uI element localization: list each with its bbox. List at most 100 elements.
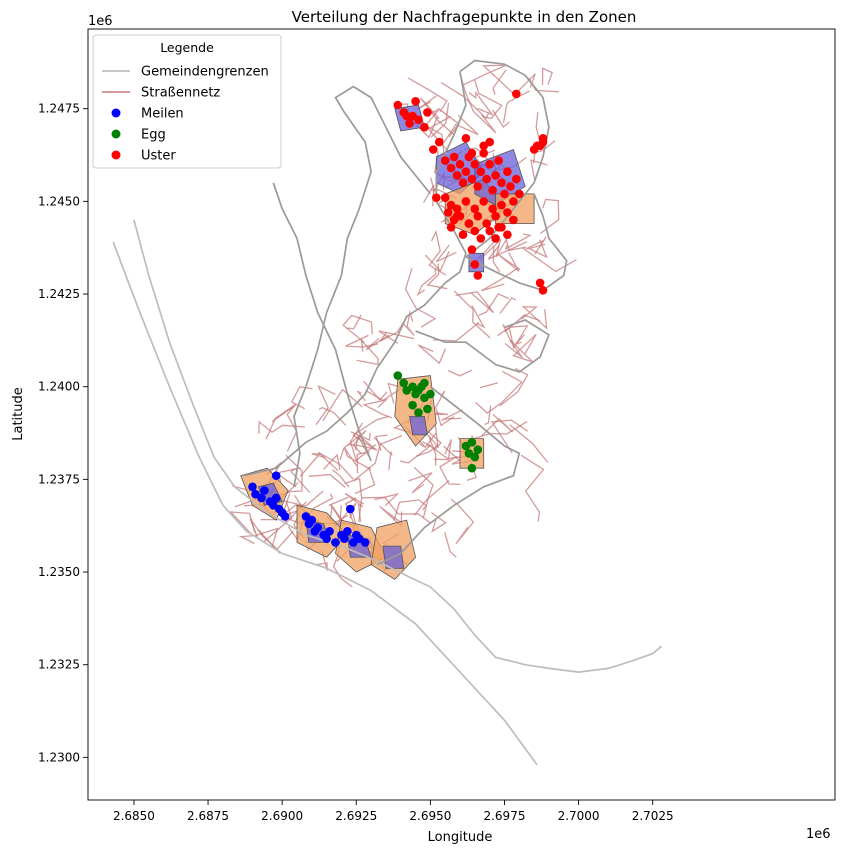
point-uster [479, 197, 489, 206]
road-segment [424, 251, 450, 273]
road-segment [413, 480, 450, 516]
road-segment [407, 77, 448, 113]
road-segment [502, 323, 523, 359]
road-segment [353, 434, 403, 482]
road-segment [350, 431, 371, 441]
road-segment [521, 305, 548, 330]
point-uster [402, 111, 412, 121]
point-uster [470, 160, 480, 169]
road-segment [541, 67, 554, 86]
road-segment [401, 309, 415, 337]
road-segment [408, 472, 433, 494]
road-segment [492, 246, 501, 273]
road-segment [323, 453, 341, 471]
road-segment [249, 518, 294, 551]
legend-entry-meilen: Meilen [111, 107, 184, 122]
road-segment [453, 290, 491, 339]
point-meilen [260, 486, 269, 495]
road-segment [539, 198, 560, 235]
legend-entry-label: Gemeindengrenzen [141, 65, 269, 80]
legend-marker-swatch [111, 108, 121, 118]
road-segment [356, 338, 379, 366]
point-uster [512, 174, 521, 184]
boundary-lake-shore-west [112, 241, 538, 766]
road-segment [362, 398, 393, 419]
x-tick-label: 2.6925 [335, 809, 377, 823]
point-uster [503, 167, 512, 176]
road-segment [499, 367, 529, 407]
point-uster [473, 182, 483, 191]
point-uster [464, 219, 474, 228]
road-segment [484, 405, 492, 426]
x-tick-label: 2.6950 [409, 809, 451, 823]
point-uster [485, 137, 495, 147]
road-segment [308, 473, 346, 488]
point-meilen [340, 534, 349, 543]
road-segment [331, 469, 350, 488]
point-meilen [325, 527, 334, 536]
x-tick-label: 2.6975 [483, 809, 525, 823]
road-segment [354, 433, 370, 457]
point-uster [503, 230, 512, 239]
point-uster [497, 223, 506, 232]
point-meilen [274, 504, 284, 514]
point-uster [443, 208, 453, 217]
point-meilen [313, 523, 323, 532]
road-segment [497, 252, 521, 272]
series-meilen [248, 471, 370, 547]
point-meilen [346, 504, 355, 514]
point-egg [420, 378, 429, 388]
point-meilen [322, 534, 331, 543]
road-segment [238, 527, 279, 548]
point-egg [426, 389, 435, 399]
point-uster [440, 156, 450, 165]
road-segment [480, 267, 518, 292]
road-segment [315, 550, 328, 571]
point-uster [470, 204, 480, 214]
point-egg [414, 408, 423, 417]
road-segment [271, 404, 298, 452]
road-segment [507, 241, 528, 252]
road-segment [373, 437, 393, 470]
point-uster [429, 145, 438, 154]
road-segment [342, 314, 374, 343]
boundary-uster-east-boundary [459, 59, 550, 258]
point-uster [491, 211, 500, 221]
road-segment [435, 411, 449, 416]
road-segment [473, 79, 503, 120]
x-tick-label: 2.6900 [261, 809, 303, 823]
point-uster [476, 234, 486, 243]
point-uster [461, 167, 471, 176]
legend-entry-label: Uster [141, 149, 176, 164]
point-uster [479, 148, 489, 158]
legend-entry-label: Egg [141, 128, 166, 143]
boundary-egg-uster-boundary [415, 319, 550, 373]
point-uster [473, 211, 483, 221]
boundary-egg-east-boundary [376, 386, 521, 566]
point-egg [423, 404, 432, 414]
point-uster [470, 226, 480, 236]
point-uster [494, 156, 503, 165]
legend-marker-swatch [111, 129, 121, 139]
point-uster [503, 208, 512, 217]
road-segment [430, 102, 450, 138]
road-segment [492, 109, 510, 128]
road-segment [328, 496, 349, 521]
point-uster [538, 137, 548, 147]
legend-marker-swatch [111, 150, 121, 160]
legend: Legende Gemeindengrenzen Straßennetz Meile… [92, 34, 282, 169]
point-uster [467, 148, 477, 158]
road-segment [280, 493, 334, 525]
point-uster [414, 115, 423, 125]
road-segment [450, 498, 475, 545]
road-segment [344, 492, 365, 522]
road-segment [515, 334, 525, 345]
boundary-lake-shore-east [133, 219, 663, 673]
point-uster [452, 211, 462, 221]
road-segment [315, 384, 336, 426]
point-egg [393, 371, 403, 380]
road-segment [421, 441, 451, 461]
point-uster [482, 219, 492, 228]
chart-title: Verteilung der Nachfragepunkte in den Zo… [292, 8, 637, 26]
point-uster [432, 193, 441, 202]
